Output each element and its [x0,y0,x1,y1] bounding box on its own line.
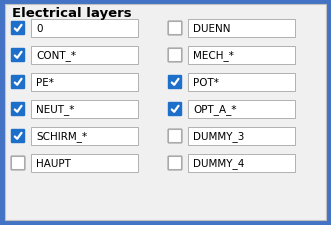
Bar [188,47,295,65]
Bar [188,154,295,172]
FancyBboxPatch shape [168,49,182,63]
Text: DUMMY_3: DUMMY_3 [193,131,244,142]
FancyBboxPatch shape [168,102,182,117]
Text: HAUPT: HAUPT [36,158,71,168]
Text: DUMMY_4: DUMMY_4 [193,158,244,169]
Text: SCHIRM_*: SCHIRM_* [36,131,87,142]
Text: 0: 0 [36,24,42,34]
FancyBboxPatch shape [11,102,25,117]
FancyBboxPatch shape [11,129,25,144]
FancyBboxPatch shape [11,157,25,170]
Bar [188,101,295,119]
Text: POT*: POT* [193,78,219,88]
Bar [31,154,138,172]
Text: Electrical layers: Electrical layers [12,7,132,20]
Text: NEUT_*: NEUT_* [36,104,74,115]
FancyBboxPatch shape [168,22,182,36]
FancyBboxPatch shape [11,75,25,90]
Text: CONT_*: CONT_* [36,50,76,61]
Text: DUENN: DUENN [193,24,230,34]
FancyBboxPatch shape [11,22,25,36]
Bar [31,101,138,119]
Bar [31,74,138,92]
Text: PE*: PE* [36,78,54,88]
Text: MECH_*: MECH_* [193,50,234,61]
Text: OPT_A_*: OPT_A_* [193,104,237,115]
FancyBboxPatch shape [168,75,182,90]
Bar [188,20,295,38]
Bar [31,20,138,38]
FancyBboxPatch shape [168,130,182,143]
Bar [188,74,295,92]
Bar [31,127,138,145]
FancyBboxPatch shape [11,49,25,63]
Bar [31,47,138,65]
FancyBboxPatch shape [168,157,182,170]
Bar [188,127,295,145]
